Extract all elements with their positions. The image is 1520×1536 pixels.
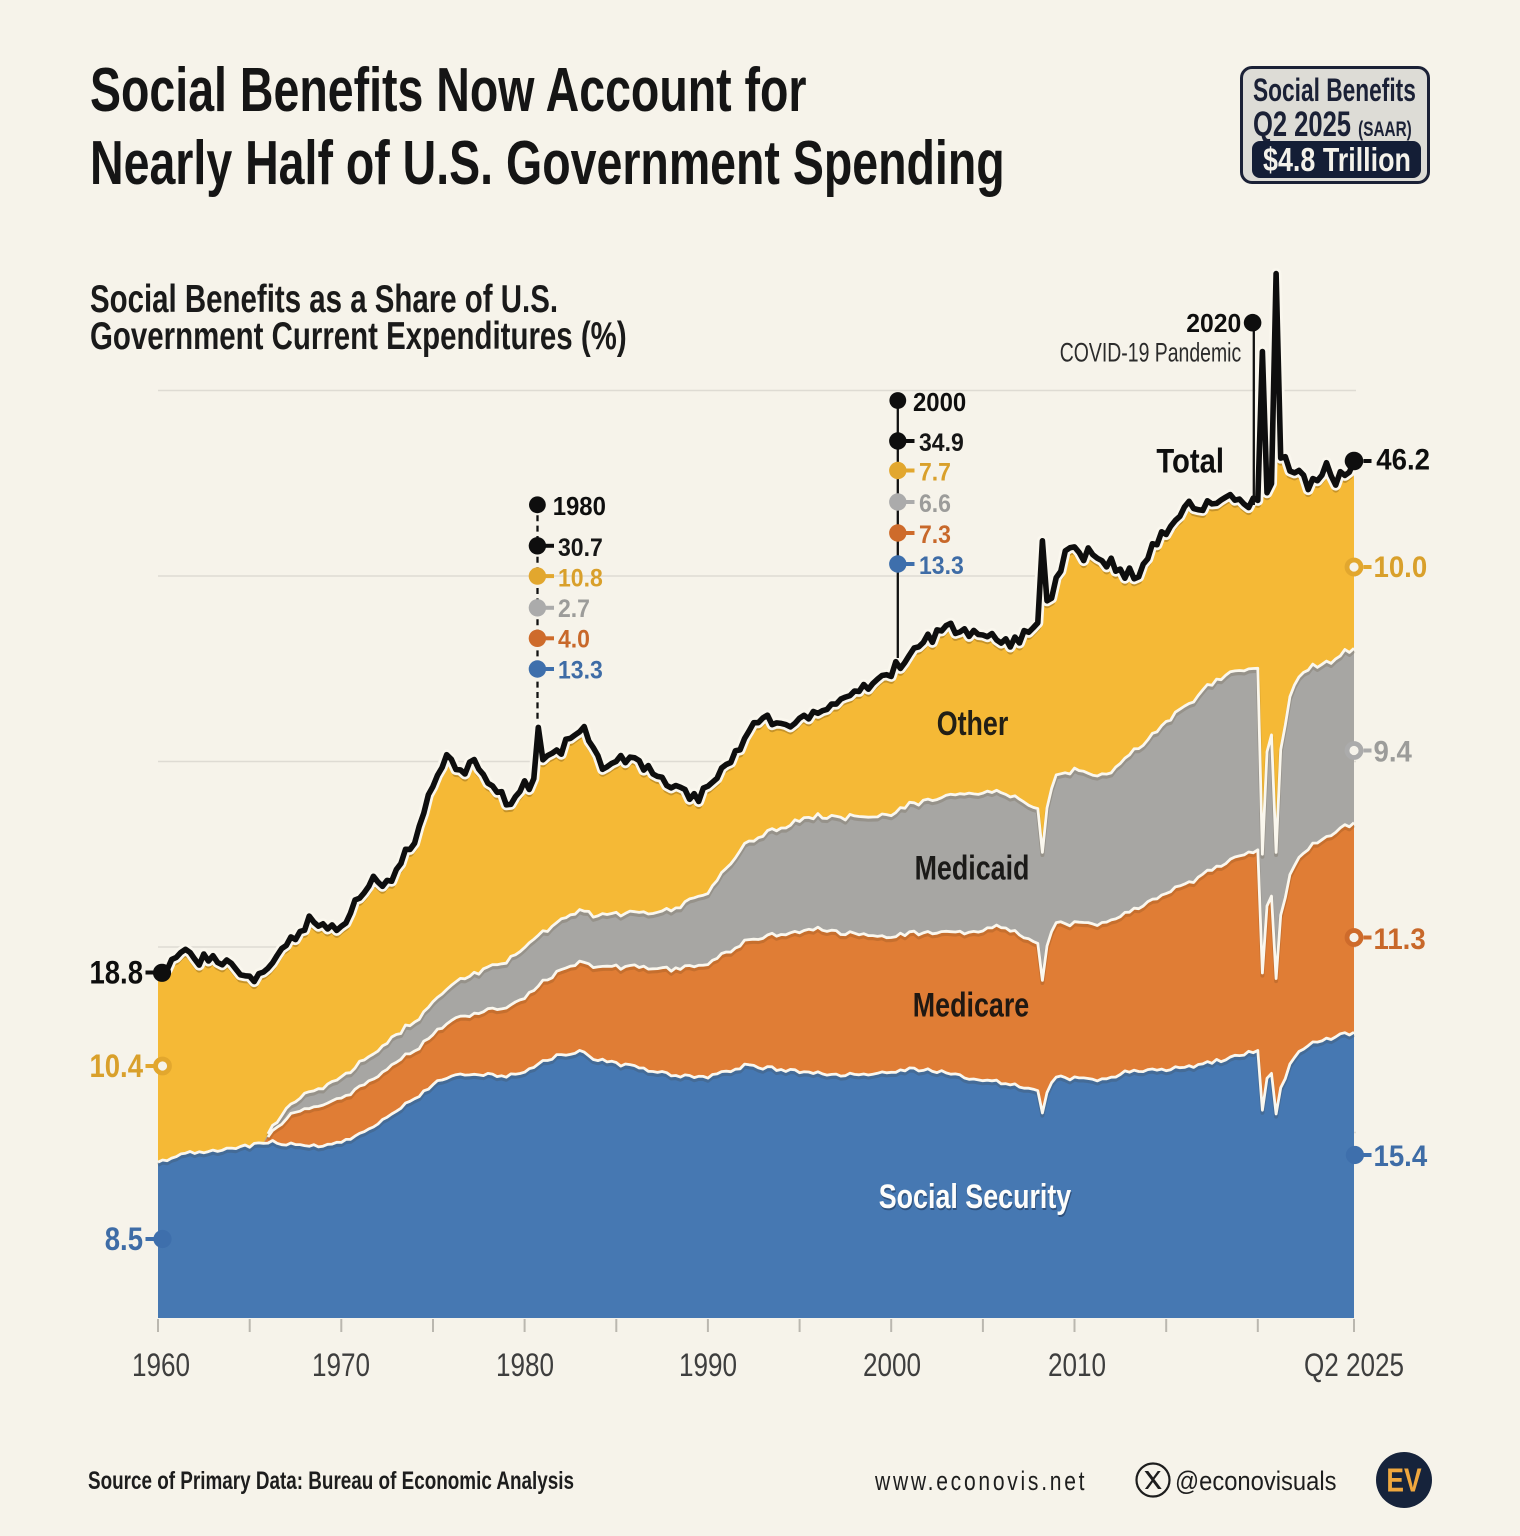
svg-text:Medicare: Medicare (913, 987, 1029, 1025)
svg-text:1990: 1990 (679, 1349, 737, 1384)
svg-text:10.0: 10.0 (1374, 551, 1428, 584)
svg-text:30.7: 30.7 (558, 534, 603, 562)
svg-text:Total: Total (1156, 441, 1224, 480)
svg-text:2.7: 2.7 (558, 595, 590, 623)
svg-text:6.6: 6.6 (919, 490, 951, 518)
svg-text:18.8: 18.8 (89, 956, 143, 991)
svg-text:4.0: 4.0 (558, 626, 590, 654)
svg-text:Other: Other (937, 705, 1009, 743)
svg-text:COVID-19 Pandemic: COVID-19 Pandemic (1060, 337, 1242, 367)
svg-text:2000: 2000 (913, 388, 966, 417)
svg-text:8.5: 8.5 (105, 1222, 143, 1257)
svg-text:2020: 2020 (1186, 309, 1241, 338)
svg-text:46.2: 46.2 (1376, 444, 1430, 477)
svg-text:7.7: 7.7 (919, 459, 951, 487)
svg-text:Social Security: Social Security (880, 1180, 1073, 1218)
svg-text:13.3: 13.3 (558, 656, 603, 684)
svg-text:13.3: 13.3 (919, 552, 964, 580)
svg-text:1970: 1970 (312, 1349, 370, 1384)
svg-text:Social Security: Social Security (879, 1178, 1072, 1216)
svg-text:10.8: 10.8 (558, 565, 603, 593)
svg-text:34.9: 34.9 (919, 429, 964, 457)
svg-text:7.3: 7.3 (919, 521, 951, 549)
svg-text:15.4: 15.4 (1374, 1140, 1428, 1173)
svg-text:1960: 1960 (132, 1349, 190, 1384)
svg-text:10.4: 10.4 (89, 1049, 143, 1084)
svg-text:1980: 1980 (553, 492, 606, 521)
svg-text:Q2 2025: Q2 2025 (1304, 1349, 1404, 1384)
svg-text:EV: EV (1386, 1463, 1421, 1499)
svg-text:11.3: 11.3 (1374, 923, 1426, 956)
svg-text:Medicaid: Medicaid (915, 850, 1030, 888)
svg-text:9.4: 9.4 (1374, 735, 1412, 768)
svg-text:2010: 2010 (1048, 1349, 1106, 1384)
svg-text:1980: 1980 (496, 1349, 554, 1384)
svg-text:2000: 2000 (863, 1349, 921, 1384)
